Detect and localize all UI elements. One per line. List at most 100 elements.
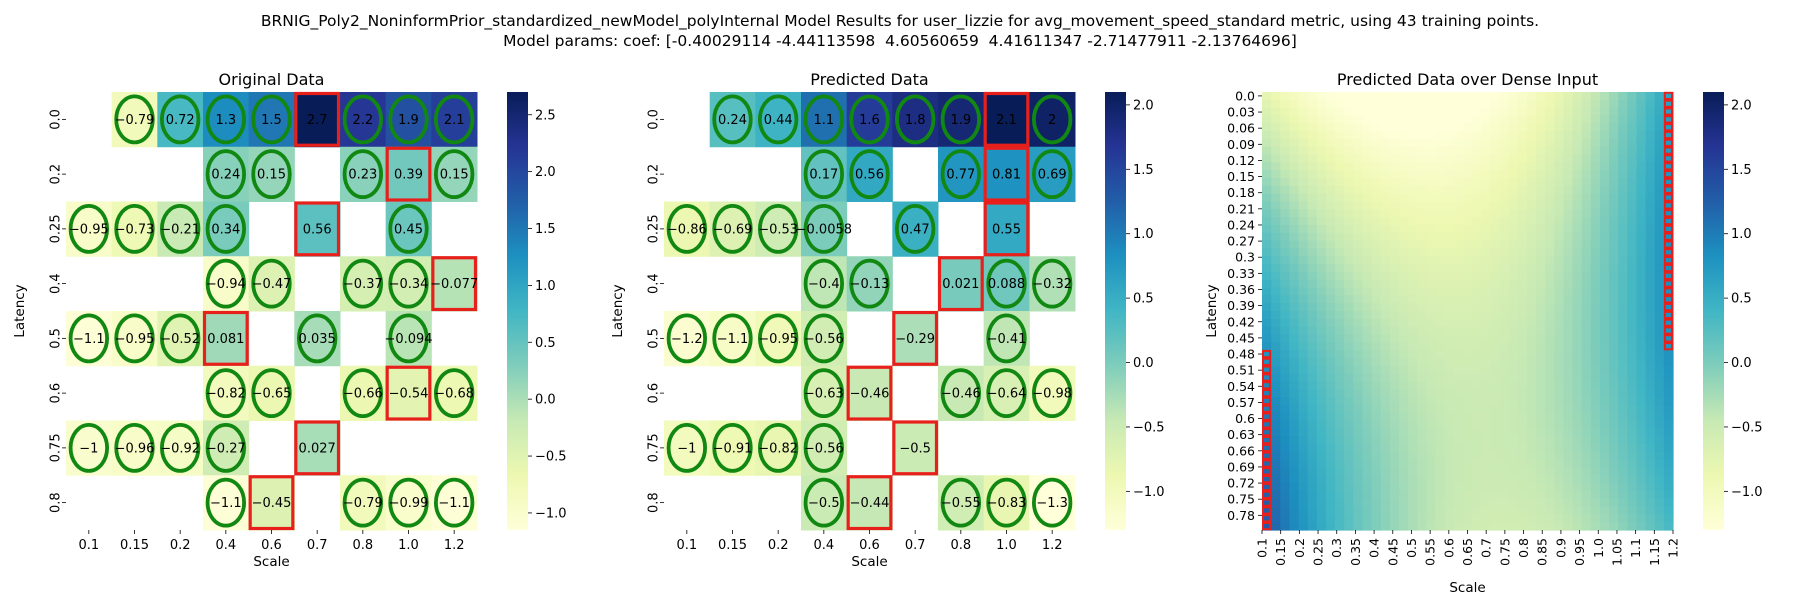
dense-cell (1663, 146, 1674, 156)
dense-cell (1526, 162, 1537, 171)
dense-cell (1490, 131, 1501, 140)
dense-cell (1481, 381, 1491, 390)
dense-cell (1353, 326, 1364, 336)
dense-cell (1362, 99, 1373, 109)
dense-cell (1645, 311, 1656, 320)
max-box-marker (1663, 123, 1674, 132)
heatmap-cell (340, 92, 387, 148)
dense-cell (1435, 365, 1446, 375)
dense-cell (1289, 115, 1300, 124)
dense-cell (1371, 467, 1382, 476)
dense-cell (1536, 115, 1546, 124)
dense-cell (1289, 459, 1300, 469)
dense-cell (1316, 224, 1327, 234)
dense-cell (1526, 271, 1537, 281)
dense-cell (1399, 303, 1409, 312)
dense-cell (1627, 404, 1638, 414)
dense-cell (1380, 428, 1391, 437)
dense-cell (1572, 193, 1583, 203)
dense-cell (1399, 451, 1409, 461)
dense-cell (1472, 224, 1482, 234)
dense-cell (1316, 318, 1327, 328)
dense-cell (1499, 240, 1510, 250)
dense-cell (1481, 459, 1491, 469)
dense-cell (1627, 412, 1638, 422)
dense-cell (1517, 397, 1528, 406)
dense-cell (1636, 459, 1647, 469)
dense-cell (1654, 295, 1665, 304)
dense-cell (1508, 475, 1519, 484)
dense-cell (1654, 334, 1665, 343)
dense-cell (1517, 334, 1528, 343)
dense-cell (1526, 115, 1537, 124)
max-box-marker (1663, 146, 1674, 155)
heatmap-cell (431, 365, 478, 421)
dense-cell (1426, 123, 1437, 132)
dense-cell (1426, 483, 1437, 492)
dense-cell (1280, 185, 1290, 195)
x-tick-label: 0.45 (1385, 538, 1400, 566)
dense-cell (1399, 217, 1409, 226)
dense-cell (1353, 92, 1364, 101)
max-box-marker (1663, 154, 1674, 163)
dense-cell (1344, 123, 1354, 132)
dense-cell (1618, 170, 1628, 179)
dense-cell (1335, 271, 1345, 281)
dense-cell (1408, 342, 1418, 351)
dense-cell (1335, 99, 1345, 109)
heatmap-cell (66, 311, 113, 367)
dense-cell (1362, 303, 1373, 312)
dense-cell (1499, 436, 1510, 445)
dense-cell (1344, 475, 1354, 484)
dense-cell (1618, 217, 1628, 226)
dense-cell (1389, 412, 1400, 422)
dense-cell (1280, 170, 1290, 179)
dense-cell (1581, 209, 1592, 218)
dense-cell (1490, 170, 1501, 179)
x-tick-label: 0.15 (1273, 538, 1288, 566)
dense-cell (1353, 350, 1364, 359)
dense-cell (1307, 279, 1318, 289)
dense-cell (1609, 115, 1619, 124)
dense-cell (1563, 490, 1574, 500)
dense-cell (1435, 240, 1446, 250)
max-box-marker (294, 201, 341, 257)
dense-cell (1362, 365, 1373, 375)
dense-cell (1389, 342, 1400, 351)
dense-cell (1417, 381, 1427, 390)
dense-cell (1636, 240, 1647, 250)
dense-cell (1563, 357, 1574, 367)
dense-cell (1536, 451, 1546, 461)
dense-cell (1399, 373, 1409, 382)
dense-cell (1499, 514, 1510, 523)
y-tick-label: 0.4 (647, 273, 662, 294)
dense-cell (1654, 123, 1665, 132)
max-box-marker (1663, 318, 1674, 327)
y-tick-label: 0.21 (1227, 201, 1255, 216)
dense-cell (1307, 92, 1318, 101)
dense-cell (1435, 99, 1446, 109)
dense-cell (1462, 389, 1473, 398)
dense-cell (1581, 240, 1592, 250)
dense-cell (1335, 420, 1345, 429)
dense-cell (1371, 217, 1382, 226)
x-tick-label: 0.15 (120, 538, 149, 553)
dense-cell (1508, 240, 1519, 250)
x-tick-label: 0.95 (1572, 538, 1587, 566)
heatmap-cell (294, 311, 341, 367)
dense-cell (1362, 459, 1373, 469)
dense-cell (1298, 420, 1309, 429)
dense-cell (1325, 365, 1336, 375)
dense-cell (1581, 357, 1592, 367)
dense-cell (1344, 240, 1354, 250)
dense-cell (1490, 92, 1501, 101)
dense-cell (1563, 271, 1574, 281)
dense-cell (1517, 185, 1528, 195)
dense-cell (1371, 389, 1382, 398)
dense-cell (1435, 514, 1446, 523)
dense-cell (1280, 99, 1290, 109)
dense-cell (1325, 397, 1336, 406)
dense-cell (1590, 357, 1601, 367)
dense-cell (1353, 115, 1364, 124)
dense-cell (1316, 357, 1327, 367)
